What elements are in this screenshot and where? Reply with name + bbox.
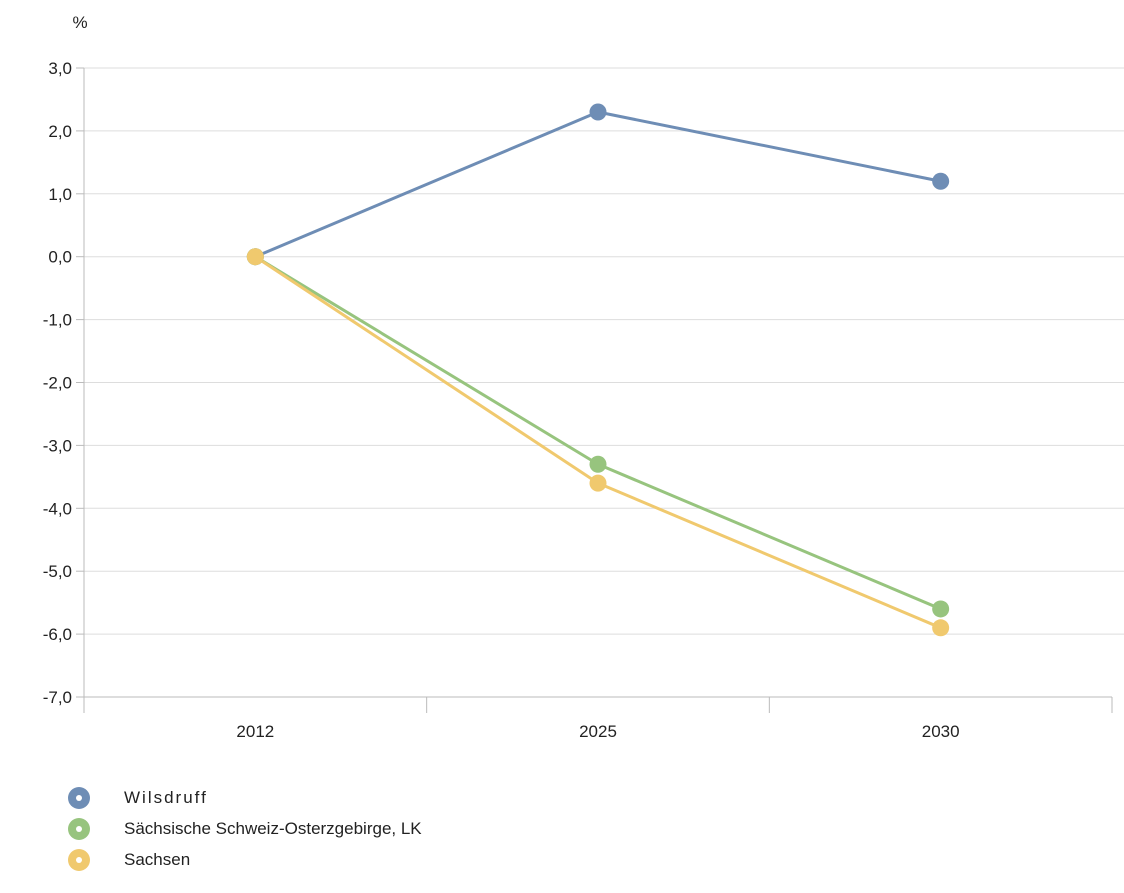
legend-marker-icon [68, 848, 90, 871]
series-line [254, 255, 942, 611]
y-tick-label: 2,0 [48, 122, 72, 141]
y-tick-label: -1,0 [43, 311, 72, 330]
legend: Wilsdruff Sächsische Schweiz-Osterzgebir… [68, 782, 422, 875]
series-line [254, 110, 941, 259]
y-tick-label: -4,0 [43, 499, 72, 518]
legend-label: Sächsische Schweiz-Osterzgebirge, LK [124, 818, 422, 838]
legend-marker-icon [68, 786, 90, 809]
x-tick-label: 2025 [579, 722, 617, 741]
data-point[interactable] [589, 455, 607, 473]
y-tick-label: -7,0 [43, 688, 72, 707]
y-tick-label: -6,0 [43, 625, 72, 644]
y-tick-label: 0,0 [48, 248, 72, 267]
data-point[interactable] [246, 248, 264, 266]
legend-label: Sachsen [124, 849, 191, 869]
legend-marker-icon [68, 817, 90, 840]
y-tick-label: -2,0 [43, 374, 72, 393]
data-point[interactable] [589, 103, 607, 121]
legend-item-wilsdruff[interactable]: Wilsdruff [68, 782, 422, 813]
data-point[interactable] [932, 619, 950, 637]
axes: 3,0 2,0 1,0 0,0 -1,0 -2,0 -3,0 -4,0 -5,0 -6,0 -7,0… [43, 59, 1113, 741]
legend-label: Wilsdruff [124, 787, 208, 807]
data-point[interactable] [932, 172, 950, 190]
gridlines [84, 67, 1124, 635]
y-tick-label: -5,0 [43, 562, 72, 581]
data-point[interactable] [589, 474, 607, 492]
y-tick-label: -3,0 [43, 436, 72, 455]
series-lines [246, 103, 950, 637]
legend-item-sachsen[interactable]: Sachsen [68, 844, 422, 875]
series-line [254, 255, 942, 630]
line-chart: % 3,0 2,0 1,0 0,0 -1,0 -2,0 -3,0 -4,0 -5,0 -6,0 -7… [43, 13, 1124, 741]
x-tick-label: 2012 [236, 722, 274, 741]
data-point[interactable] [932, 600, 950, 618]
y-tick-label: 3,0 [48, 59, 72, 78]
legend-item-saechsische-schweiz[interactable]: Sächsische Schweiz-Osterzgebirge, LK [68, 813, 422, 844]
y-axis-unit-label: % [72, 13, 87, 32]
x-tick-label: 2030 [922, 722, 960, 741]
y-tick-label: 1,0 [48, 185, 72, 204]
